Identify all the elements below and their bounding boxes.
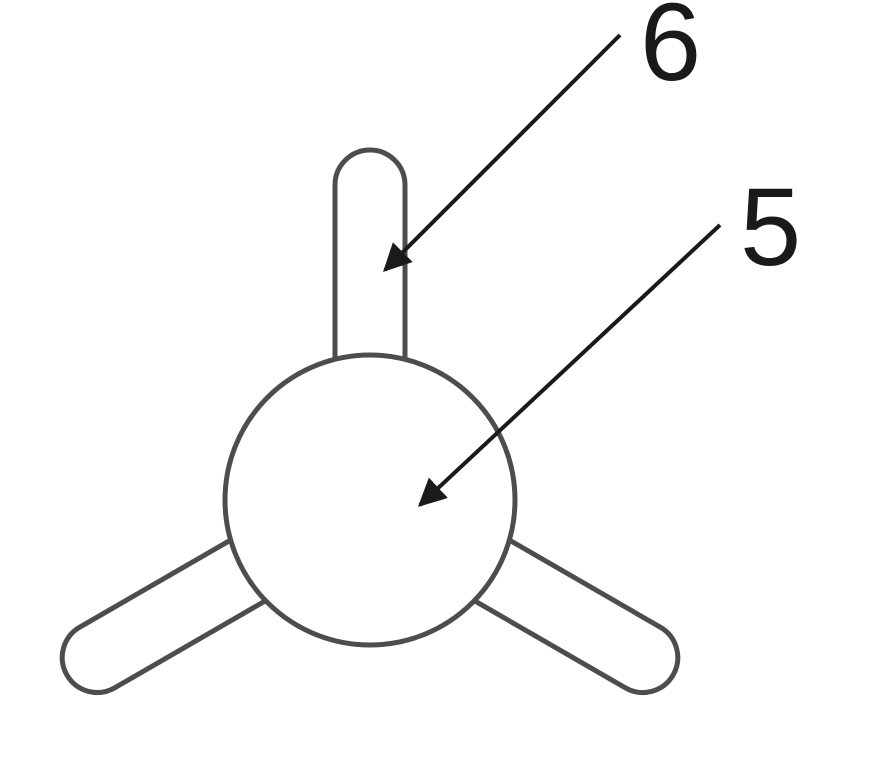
- label-hub: 5: [740, 166, 801, 289]
- leader-line: [420, 225, 720, 505]
- leader-line: [385, 35, 620, 270]
- diagram-canvas: 65: [0, 0, 873, 779]
- blade-1: [335, 150, 405, 365]
- hub-circle: [225, 355, 515, 645]
- label-blade: 6: [640, 0, 701, 104]
